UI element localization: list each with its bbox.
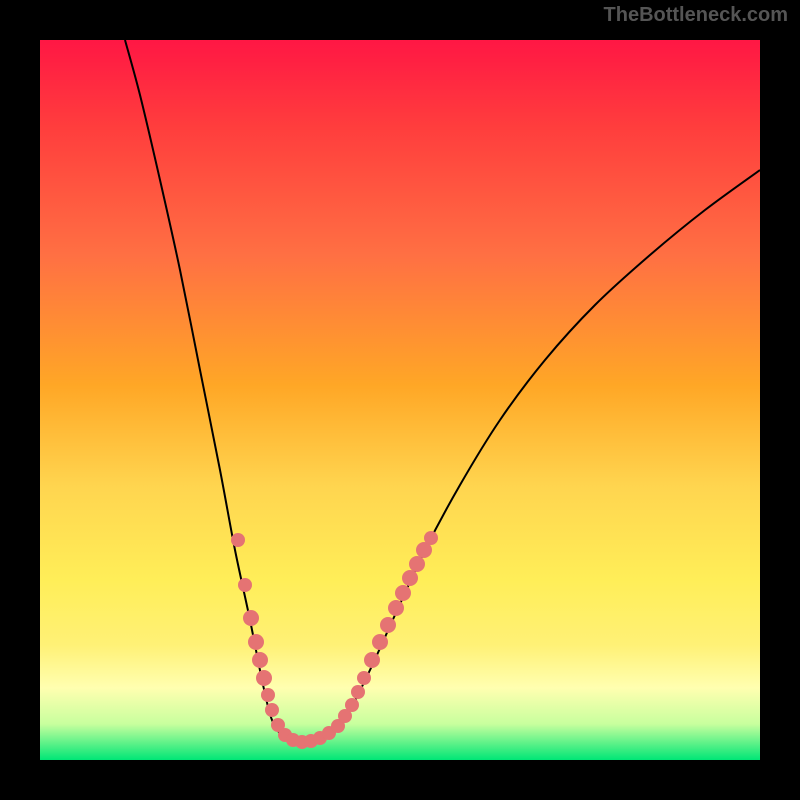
data-marker xyxy=(409,556,425,572)
plot-area xyxy=(40,40,760,760)
data-marker xyxy=(243,610,259,626)
data-marker xyxy=(388,600,404,616)
data-marker xyxy=(357,671,371,685)
data-marker xyxy=(395,585,411,601)
data-marker xyxy=(372,634,388,650)
gradient-background xyxy=(40,40,760,760)
data-marker xyxy=(261,688,275,702)
data-marker xyxy=(380,617,396,633)
data-marker xyxy=(248,634,264,650)
data-marker xyxy=(345,698,359,712)
plot-svg xyxy=(40,40,760,760)
data-marker xyxy=(351,685,365,699)
data-marker xyxy=(402,570,418,586)
data-marker xyxy=(265,703,279,717)
data-marker xyxy=(231,533,245,547)
watermark-text: TheBottleneck.com xyxy=(604,4,788,27)
data-marker xyxy=(364,652,380,668)
data-marker xyxy=(252,652,268,668)
data-marker xyxy=(256,670,272,686)
data-marker xyxy=(424,531,438,545)
data-marker xyxy=(238,578,252,592)
